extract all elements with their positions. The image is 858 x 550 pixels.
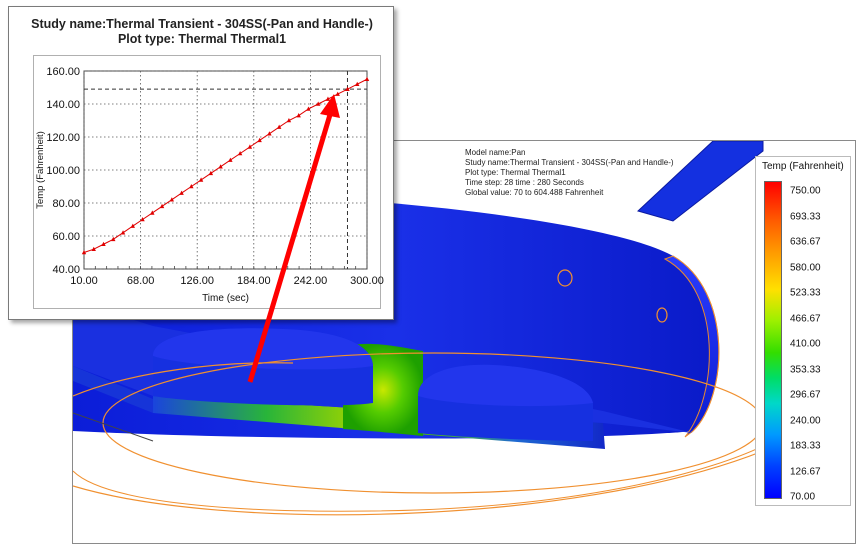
- temperature-legend: Temp (Fahrenheit) 750.00 693.33 636.67 5…: [755, 156, 851, 506]
- data-point: [189, 184, 194, 189]
- x-tick-label: 184.00: [237, 275, 271, 287]
- legend-tick: 466.67: [790, 313, 821, 324]
- legend-tick: 750.00: [790, 185, 821, 197]
- pan-handle: [637, 141, 764, 222]
- legend-tick: 70.00: [790, 491, 816, 503]
- data-point: [111, 236, 116, 242]
- x-tick-label: 126.00: [180, 275, 214, 287]
- y-tick-label: 80.00: [52, 198, 80, 210]
- chart-title: Study name:Thermal Transient - 304SS(-Pa…: [31, 17, 373, 31]
- x-tick-label: 10.00: [70, 275, 98, 287]
- y-tick-label: 40.00: [52, 264, 80, 276]
- plot-frame: [33, 55, 381, 309]
- data-point: [316, 101, 321, 106]
- data-point: [179, 190, 184, 195]
- info-line: Study name:Thermal Transient - 304SS(-Pa…: [465, 158, 674, 167]
- data-point: [198, 177, 204, 182]
- x-tick-label: 242.00: [294, 275, 328, 287]
- legend-tick: 240.00: [790, 415, 821, 426]
- data-point: [120, 230, 126, 235]
- legend-tick: 636.67: [790, 236, 821, 248]
- legend-tick: 693.33: [790, 211, 821, 222]
- y-tick-label: 60.00: [52, 231, 80, 243]
- info-line: Plot type: Thermal Thermal1: [465, 168, 566, 177]
- info-line: Global value: 70 to 604.488 Fahrenheit: [465, 188, 604, 197]
- data-point: [169, 197, 175, 202]
- info-line: Time step: 28 time : 280 Seconds: [465, 178, 584, 187]
- data-point: [364, 76, 370, 82]
- model-view-window[interactable]: Model name:Pan Study name:Thermal Transi…: [72, 140, 856, 544]
- data-point: [228, 157, 233, 162]
- data-point: [345, 86, 350, 91]
- y-tick-label: 100.00: [46, 165, 80, 177]
- x-axis-label: Time (sec): [202, 293, 249, 304]
- y-tick-label: 140.00: [46, 99, 80, 111]
- data-point: [237, 151, 243, 156]
- data-point: [218, 164, 223, 169]
- temperature-time-chart[interactable]: 10.00 68.00 126.00 184.00 242.00 300.00 40.00 6…: [9, 7, 395, 321]
- legend-tick: 523.33: [790, 287, 821, 299]
- x-tick-label: 300.00: [350, 275, 384, 287]
- data-point: [101, 241, 106, 247]
- info-line: Model name:Pan: [465, 148, 526, 157]
- data-point: [81, 250, 87, 255]
- response-graph-window[interactable]: Study name:Thermal Transient - 304SS(-Pa…: [8, 6, 394, 320]
- model-info-text: Model name:Pan Study name:Thermal Transi…: [465, 148, 674, 198]
- data-point: [208, 170, 214, 176]
- y-axis-label: Temp (Fahrenheit): [35, 131, 46, 209]
- legend-title: Temp (Fahrenheit): [762, 161, 844, 172]
- legend-tick: 353.33: [790, 364, 821, 375]
- y-tick-label: 160.00: [46, 66, 80, 78]
- data-point: [150, 210, 155, 215]
- legend-tick: 296.67: [790, 389, 821, 401]
- legend-tick: 410.00: [790, 338, 821, 350]
- chart-subtitle: Plot type: Thermal Thermal1: [117, 32, 287, 46]
- data-point: [91, 246, 96, 251]
- legend-tick: 126.67: [790, 466, 821, 477]
- data-point: [140, 217, 145, 222]
- data-point: [159, 203, 165, 209]
- legend-color-bar: [764, 181, 782, 499]
- y-tick-label: 120.00: [46, 132, 80, 144]
- legend-tick: 183.33: [790, 440, 821, 452]
- data-point: [355, 81, 360, 86]
- x-tick-label: 68.00: [127, 275, 155, 287]
- legend-tick: 580.00: [790, 262, 821, 273]
- data-point: [130, 223, 135, 228]
